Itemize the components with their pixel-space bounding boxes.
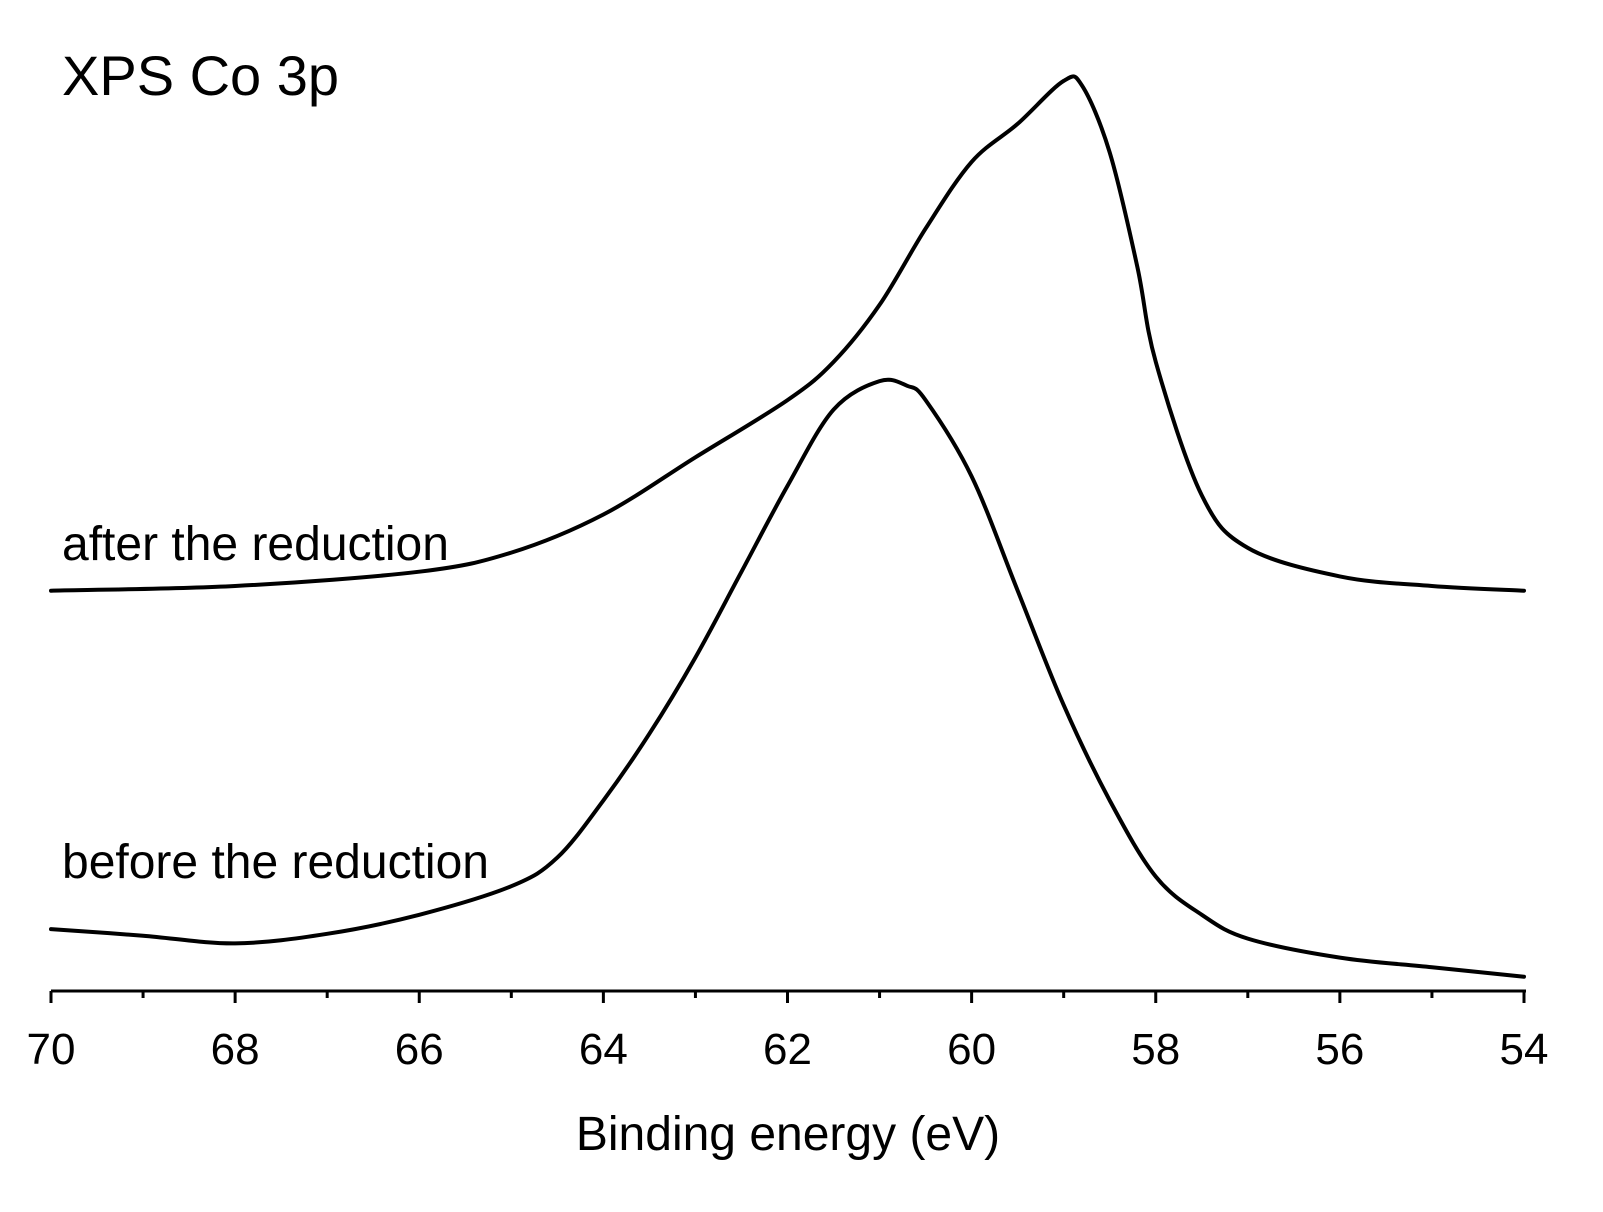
x-axis-title: Binding energy (eV)	[576, 1108, 1000, 1161]
series-line-after-reduction	[49, 74, 1526, 593]
x-tick-label: 64	[579, 1025, 628, 1074]
x-tick-label: 54	[1500, 1025, 1549, 1074]
x-tick-label: 68	[211, 1025, 260, 1074]
x-tick-label: 58	[1131, 1025, 1180, 1074]
x-axis-ticks: 70 68 66 64 62 60 58 56 54	[27, 991, 1549, 1074]
series-label-after: after the reduction	[62, 518, 449, 571]
x-tick-label: 56	[1315, 1025, 1364, 1074]
x-tick-label: 62	[763, 1025, 812, 1074]
series-label-after-text: after the reduction	[62, 518, 449, 571]
series-group	[49, 74, 1526, 979]
series-label-before-text: before the reduction	[62, 836, 489, 889]
series-label-before: before the reduction	[62, 836, 489, 889]
x-tick-label: 66	[395, 1025, 444, 1074]
chart-title: XPS Co 3p	[62, 44, 339, 107]
series-line-before-reduction	[49, 377, 1526, 979]
x-tick-label: 60	[947, 1025, 996, 1074]
x-tick-label: 70	[27, 1025, 76, 1074]
